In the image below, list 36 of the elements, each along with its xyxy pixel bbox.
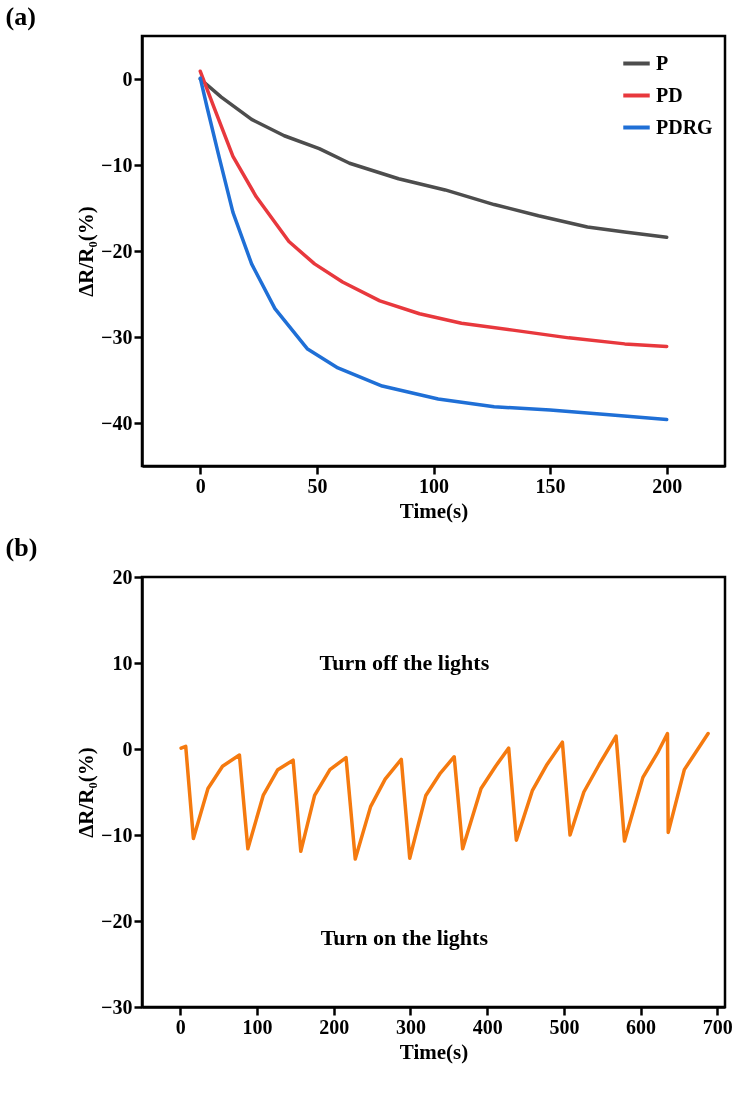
x-tick-label: 300 [395, 1015, 426, 1038]
x-tick-label: 0 [175, 1015, 186, 1038]
y-tick-label: −40 [101, 411, 133, 434]
chart-title: (a) [5, 2, 36, 31]
y-axis-title: ΔR/R₀(%) [74, 747, 99, 838]
legend-label: PDRG [656, 115, 714, 138]
annotation: Turn off the lights [319, 650, 490, 675]
x-axis-title: Time(s) [399, 1039, 469, 1064]
y-tick-label: −10 [101, 153, 133, 176]
x-tick-label: 200 [319, 1015, 350, 1038]
y-tick-label: −30 [101, 995, 133, 1018]
y-tick-label: −10 [101, 823, 133, 846]
y-tick-label: −20 [101, 239, 133, 262]
x-tick-label: 0 [195, 474, 206, 497]
x-tick-label: 100 [242, 1015, 273, 1038]
y-tick-label: 20 [112, 565, 133, 588]
y-tick-label: −30 [101, 325, 133, 348]
y-tick-label: 0 [122, 67, 133, 90]
x-tick-label: 500 [549, 1015, 580, 1038]
x-tick-label: 50 [307, 474, 328, 497]
x-tick-label: 150 [535, 474, 566, 497]
chart-title: (b) [5, 533, 38, 562]
line-series [179, 731, 710, 861]
annotation: Turn on the lights [320, 925, 489, 951]
x-tick-label: 400 [472, 1015, 503, 1038]
x-tick-label: 700 [702, 1015, 733, 1038]
legend-label: P [656, 51, 669, 74]
y-tick-label: 0 [122, 737, 133, 760]
x-tick-label: 200 [652, 474, 683, 497]
y-tick-label: −20 [101, 909, 133, 932]
x-axis-title: Time(s) [399, 498, 469, 523]
y-tick-label: 10 [112, 651, 133, 674]
y-axis-title: ΔR/R₀(%) [74, 206, 99, 297]
x-tick-label: 100 [419, 474, 449, 497]
x-tick-label: 600 [626, 1015, 657, 1038]
legend-label: PD [656, 83, 683, 106]
